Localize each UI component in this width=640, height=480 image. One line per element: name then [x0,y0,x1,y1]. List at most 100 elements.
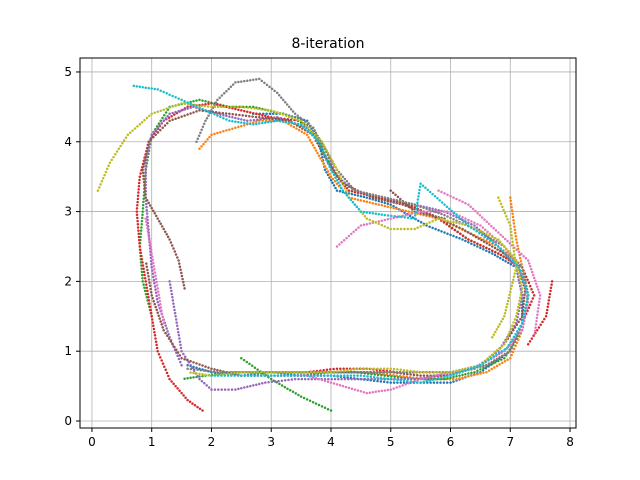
data-point [230,388,234,391]
data-point [534,282,538,285]
data-point [422,377,425,380]
data-point [422,380,425,384]
data-point [488,250,491,254]
data-point [176,354,179,358]
data-point [392,227,396,231]
data-point [516,268,520,272]
data-point [233,371,236,375]
data-point [335,168,339,171]
data-point [402,379,406,382]
data-point [416,226,419,229]
data-point [383,389,387,392]
data-point [266,370,270,374]
data-point [372,375,376,379]
data-point [140,216,144,220]
data-point [408,206,412,209]
data-point [406,216,410,220]
data-point [167,337,171,340]
data-point [353,388,357,391]
data-point [198,363,201,366]
data-point [482,248,485,251]
data-point [158,124,161,127]
data-point [161,126,164,130]
data-point [287,119,291,123]
data-point [443,377,446,381]
data-point [413,227,416,231]
data-point [371,193,375,197]
data-point [512,329,515,332]
data-point [476,369,479,373]
data-point [345,370,349,374]
data-point [240,109,243,112]
data-point [136,219,139,223]
data-point [352,230,355,234]
data-point [287,378,290,382]
data-point [266,108,270,112]
data-point [325,167,328,171]
data-point [369,375,373,379]
data-point [393,375,396,379]
data-point [395,199,398,202]
data-point [201,364,204,367]
data-point [531,297,535,300]
data-point [254,115,258,119]
data-point [217,388,220,391]
data-point [157,314,160,317]
data-point [146,271,150,275]
data-point [515,330,519,333]
data-point [476,364,479,368]
data-point [389,206,392,209]
data-point [147,201,150,205]
data-point [512,335,516,339]
data-point [486,237,489,241]
data-point [138,242,141,245]
data-point [245,360,249,364]
data-point [469,232,472,236]
data-point [356,194,360,197]
data-point [461,227,464,231]
data-point [368,391,372,394]
data-point [487,358,490,362]
data-point [152,135,155,139]
data-point [162,322,165,325]
data-point [386,218,390,221]
data-point [517,266,521,269]
data-point [108,161,112,164]
data-point [422,223,425,227]
data-point [535,319,538,323]
data-point [320,152,323,156]
data-point [461,373,464,377]
data-point [302,396,306,400]
data-point [180,363,183,367]
data-point [135,207,139,210]
data-point [230,374,233,377]
data-point [495,349,499,352]
data-point [517,320,520,324]
data-point [494,236,497,240]
data-point [162,108,165,111]
data-point [293,122,297,125]
data-point [514,266,518,269]
data-point [253,370,256,374]
data-point [289,124,293,127]
data-point [149,308,152,312]
data-point [374,197,378,200]
data-point [152,131,155,134]
data-point [433,194,437,198]
data-point [231,83,235,86]
data-point [150,252,153,255]
data-point [522,312,526,316]
data-point [252,384,255,387]
data-point [473,224,476,227]
data-point [550,283,553,286]
data-point [526,259,530,262]
data-point [144,152,148,156]
data-point [137,181,141,185]
data-point [376,376,379,379]
data-point [338,174,341,178]
data-point [346,368,349,372]
data-point [386,377,389,380]
data-point [178,262,181,265]
data-point [363,377,367,381]
data-point [151,318,154,321]
